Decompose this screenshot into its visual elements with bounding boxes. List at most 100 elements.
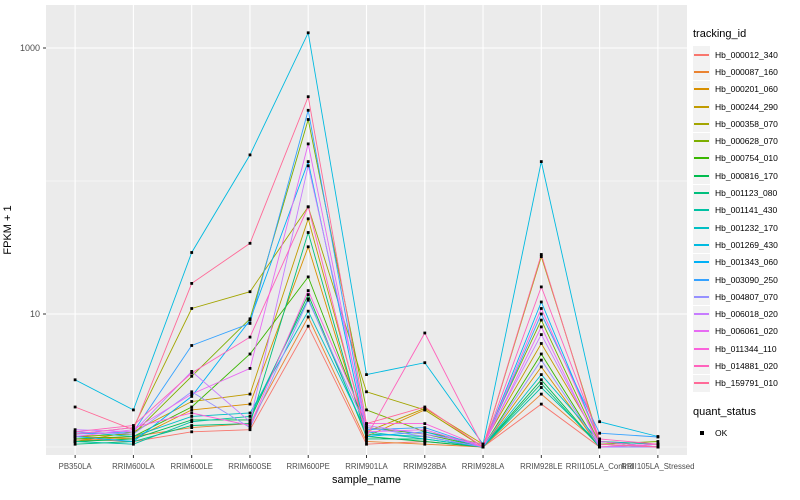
data-point bbox=[248, 411, 252, 415]
data-point bbox=[248, 318, 252, 322]
data-point bbox=[306, 108, 310, 112]
legend-item-Hb_001269_430: Hb_001269_430 bbox=[693, 236, 799, 254]
legend-key-swatch bbox=[693, 149, 710, 167]
data-point bbox=[306, 160, 310, 163]
data-point bbox=[73, 430, 77, 434]
legend-key-swatch bbox=[693, 236, 710, 254]
data-point bbox=[73, 405, 77, 409]
data-point bbox=[598, 445, 601, 449]
legend-quant-block: quant_status OK bbox=[693, 406, 799, 441]
x-tick-label: RRIM928LA bbox=[462, 462, 505, 471]
data-point bbox=[306, 118, 310, 121]
data-point bbox=[248, 335, 252, 339]
data-point bbox=[365, 390, 368, 394]
data-point bbox=[306, 142, 310, 146]
data-point bbox=[539, 253, 543, 256]
data-point bbox=[248, 153, 252, 157]
data-point bbox=[190, 282, 194, 285]
data-point bbox=[423, 426, 427, 429]
data-point bbox=[132, 440, 135, 443]
legend-key-swatch bbox=[693, 357, 710, 375]
data-point bbox=[306, 205, 310, 209]
data-point bbox=[365, 437, 368, 441]
data-point bbox=[539, 352, 543, 356]
legend-item-Hb_006018_020: Hb_006018_020 bbox=[693, 305, 799, 323]
data-point bbox=[539, 373, 543, 376]
legend-title-tracking-id: tracking_id bbox=[693, 28, 747, 40]
quant-ok-key-icon bbox=[693, 424, 710, 441]
data-point bbox=[423, 405, 427, 409]
legend-item-Hb_000087_160: Hb_000087_160 bbox=[693, 63, 799, 81]
data-point bbox=[306, 289, 310, 292]
data-point bbox=[132, 432, 135, 436]
data-point bbox=[656, 440, 660, 443]
legend-item-Hb_004807_070: Hb_004807_070 bbox=[693, 288, 799, 306]
data-point bbox=[306, 164, 310, 168]
data-point bbox=[539, 285, 543, 289]
data-point bbox=[248, 422, 252, 425]
legend-label-quant-ok: OK bbox=[715, 427, 728, 438]
data-point bbox=[423, 331, 427, 335]
legend-label: Hb_004807_070 bbox=[715, 291, 778, 302]
data-point bbox=[423, 442, 427, 446]
data-point bbox=[598, 437, 601, 441]
data-point bbox=[656, 442, 660, 446]
legend-item-Hb_001232_170: Hb_001232_170 bbox=[693, 219, 799, 237]
data-point bbox=[132, 430, 135, 434]
legend-label: Hb_000201_060 bbox=[715, 84, 778, 95]
legend-key-swatch bbox=[693, 80, 710, 98]
legend-title-quant-status: quant_status bbox=[693, 405, 756, 418]
data-point bbox=[248, 402, 252, 406]
data-point bbox=[365, 440, 368, 443]
data-point bbox=[190, 344, 194, 347]
x-tick-label: RRII105LA_Stressed bbox=[621, 462, 694, 471]
x-tick-label: RRIM600PE bbox=[287, 462, 330, 471]
data-point bbox=[132, 424, 135, 427]
legend-item-Hb_000358_070: Hb_000358_070 bbox=[693, 115, 799, 133]
data-point bbox=[539, 307, 543, 310]
data-point bbox=[365, 430, 368, 434]
data-point bbox=[248, 428, 252, 432]
legend-key-swatch bbox=[693, 98, 710, 116]
data-point bbox=[539, 342, 543, 345]
data-point bbox=[306, 298, 310, 302]
legend-label: Hb_000628_070 bbox=[715, 136, 778, 147]
data-point bbox=[190, 371, 194, 375]
data-point bbox=[190, 426, 194, 429]
legend-item-Hb_014881_020: Hb_014881_020 bbox=[693, 357, 799, 375]
legend-key-swatch bbox=[693, 271, 710, 288]
x-tick-label: RRIM600SE bbox=[228, 462, 271, 471]
legend-label: Hb_014881_020 bbox=[715, 360, 778, 371]
data-point bbox=[248, 290, 252, 294]
data-point bbox=[73, 442, 77, 446]
legend-item-Hb_000012_340: Hb_000012_340 bbox=[693, 46, 799, 64]
legend-label: Hb_006061_020 bbox=[715, 326, 778, 337]
data-point bbox=[423, 422, 427, 425]
data-point bbox=[539, 318, 543, 322]
data-point bbox=[248, 352, 252, 356]
data-point bbox=[365, 442, 368, 446]
legend-key-swatch bbox=[693, 167, 710, 185]
data-point bbox=[73, 432, 77, 436]
legend-tracking-items: Hb_000012_340 Hb_000087_160 Hb_000201_060 H… bbox=[693, 46, 799, 392]
data-point bbox=[190, 415, 194, 418]
legend-key-swatch bbox=[693, 288, 710, 306]
data-point bbox=[539, 386, 543, 389]
legend-key-swatch bbox=[693, 46, 710, 64]
legend-item-Hb_006061_020: Hb_006061_020 bbox=[693, 322, 799, 340]
data-point bbox=[248, 367, 252, 370]
data-point bbox=[306, 324, 310, 328]
x-tick-label: RRIM928BA bbox=[403, 462, 447, 471]
data-point bbox=[598, 431, 601, 435]
data-point bbox=[306, 231, 310, 234]
data-point bbox=[306, 95, 310, 99]
data-point bbox=[248, 392, 252, 396]
data-point bbox=[190, 251, 194, 254]
data-point bbox=[132, 408, 135, 412]
data-point bbox=[656, 445, 660, 449]
legend-label: Hb_000816_170 bbox=[715, 170, 778, 181]
data-point bbox=[248, 426, 252, 429]
legend-label: Hb_000358_070 bbox=[715, 118, 778, 129]
